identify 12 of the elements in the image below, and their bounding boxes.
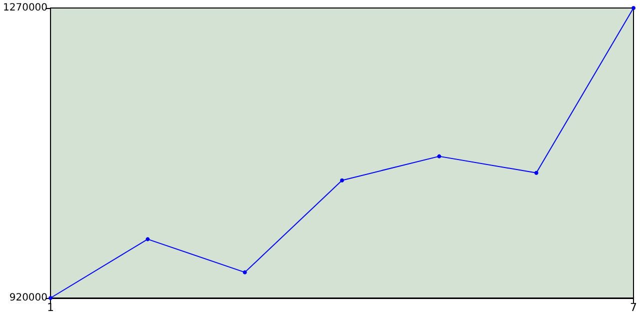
x-tick-label: 7 — [630, 301, 637, 314]
point — [146, 237, 150, 242]
point — [48, 296, 53, 300]
x-tick-label: 1 — [47, 301, 54, 314]
point — [534, 170, 538, 175]
point — [437, 154, 442, 158]
point — [242, 270, 247, 274]
line-series — [48, 6, 636, 300]
point — [340, 178, 344, 182]
point — [632, 6, 636, 10]
y-tick-label: 1270000 — [2, 2, 48, 14]
y-tick-label: 920000 — [9, 292, 48, 304]
